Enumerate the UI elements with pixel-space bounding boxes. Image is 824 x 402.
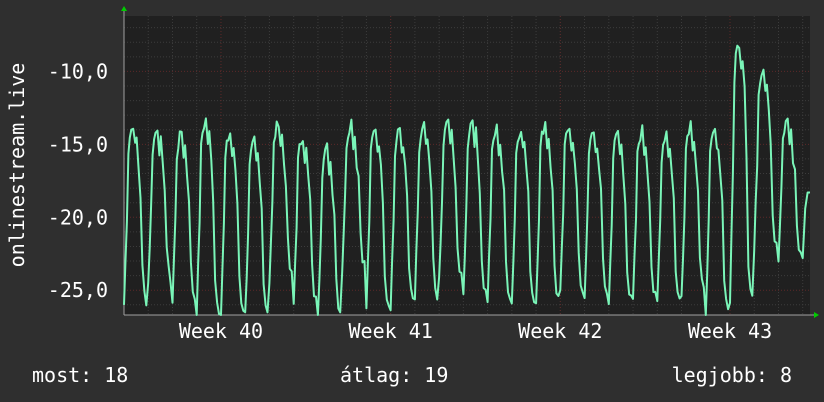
series-line <box>123 44 810 316</box>
y-axis-label-container: onlinestream.live <box>0 0 34 320</box>
y-tick-label: -20,0 <box>48 205 108 229</box>
y-tick-label: -15,0 <box>48 132 108 156</box>
x-tick-labels: Week 40 Week 41 Week 42 Week 43 <box>179 319 772 343</box>
y-axis-arrow <box>121 6 127 11</box>
y-axis-label: onlinestream.live <box>5 62 29 268</box>
x-tick-label: Week 43 <box>688 319 772 343</box>
x-axis-arrow <box>814 312 819 318</box>
x-tick-label: Week 41 <box>348 319 432 343</box>
x-tick-label: Week 40 <box>179 319 263 343</box>
stat-average: átlag: 19 <box>340 363 449 387</box>
stat-best: legjobb: 8 <box>671 363 792 387</box>
y-tick-label: -25,0 <box>48 278 108 302</box>
x-tick-label: Week 42 <box>518 319 602 343</box>
stat-now: most: 18 <box>32 363 129 387</box>
y-tick-labels: -10,0 -15,0 -20,0 -25,0 <box>48 59 108 302</box>
axes <box>121 6 819 318</box>
y-tick-label: -10,0 <box>48 59 108 83</box>
